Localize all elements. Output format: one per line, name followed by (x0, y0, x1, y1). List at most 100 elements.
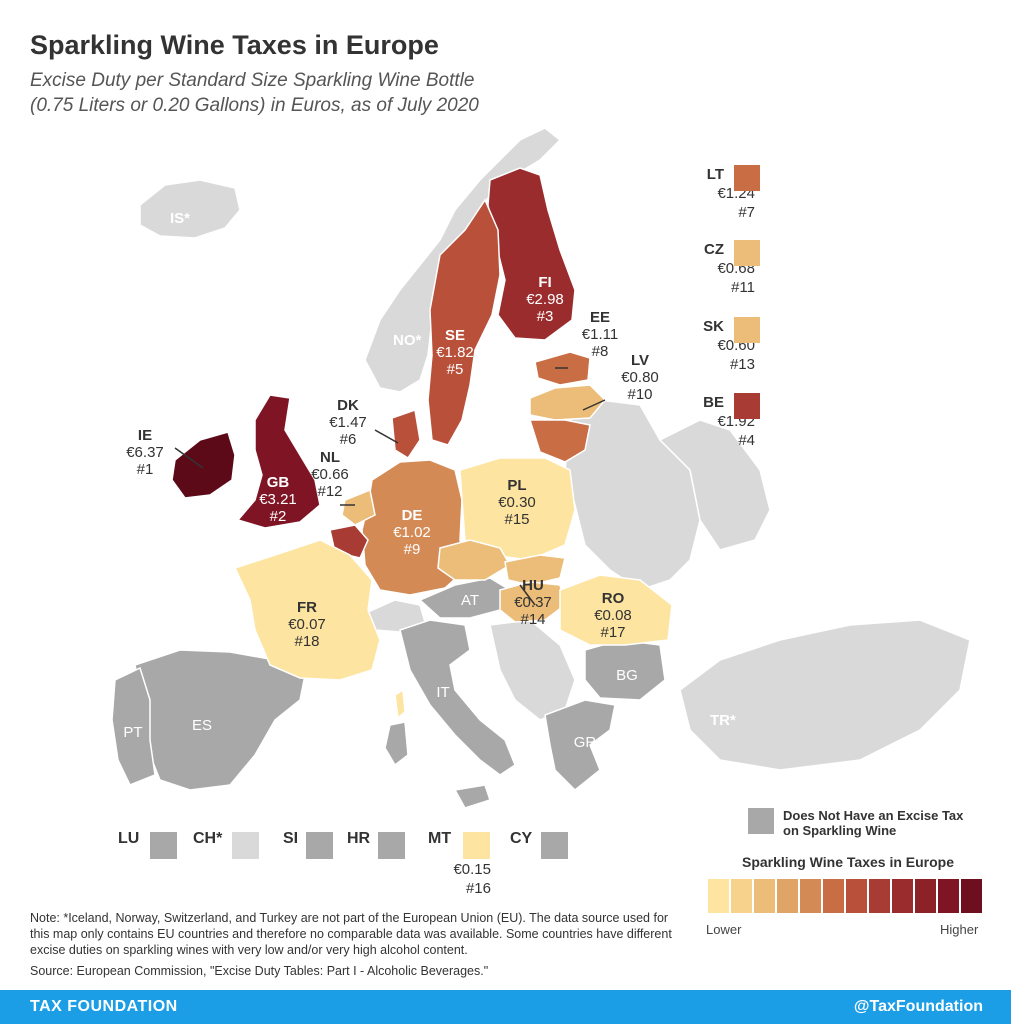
subtitle-line-1: Excise Duty per Standard Size Sparkling … (30, 70, 475, 91)
country-latvia (529, 384, 607, 421)
small-state-lu-box (150, 832, 177, 859)
svg-text:€1.47: €1.47 (329, 414, 367, 431)
small-state-si-label: SI (283, 830, 299, 847)
country-france (233, 539, 381, 681)
country-balkans (489, 619, 576, 721)
swatch-lt (734, 165, 760, 191)
legend-swatch (846, 879, 867, 913)
map-label-gb: GB €3.21 #2 (259, 474, 297, 525)
svg-text:#1: #1 (137, 461, 154, 478)
svg-text:#6: #6 (340, 431, 357, 448)
legend-swatch (892, 879, 913, 913)
map-label-dk: DK €1.47 #6 (329, 397, 367, 448)
small-state-lu-label: LU (118, 830, 140, 847)
svg-text:€0.37: €0.37 (514, 594, 552, 611)
svg-text:€2.98: €2.98 (526, 291, 564, 308)
swatch-cz (734, 240, 760, 266)
legend-no-tax-swatch (748, 808, 774, 834)
legend-swatch (800, 879, 821, 913)
country-portugal (111, 666, 156, 786)
map-no-tax-labels: AT IT ES PT BG GR (123, 592, 637, 751)
map-label-fi: FI €2.98 #3 (526, 274, 564, 325)
country-iceland (139, 179, 241, 239)
country-norway (364, 127, 562, 393)
label-no: NO* (393, 332, 422, 349)
legend-swatch (961, 879, 982, 913)
map-label-ee: EE €1.11 #8 (582, 309, 618, 360)
side-box-lt: LT €1.24 #7 (690, 165, 760, 222)
label-it: IT (436, 684, 449, 701)
country-sicily (453, 784, 491, 809)
map-label-ro: RO €0.08 #17 (594, 590, 632, 641)
country-russia-ukraine-belarus (564, 399, 701, 591)
country-turkey (679, 619, 971, 771)
footer-bar: TAX FOUNDATION @TaxFoundation (0, 990, 1011, 1024)
legend-high-label: Higher (940, 922, 979, 937)
legend-swatch (754, 879, 775, 913)
footnote: Note: *Iceland, Norway, Switzerland, and… (30, 911, 672, 957)
source-note: Source: European Commission, "Excise Dut… (30, 964, 489, 978)
svg-text:EE: EE (590, 309, 610, 326)
legend-swatch (869, 879, 890, 913)
country-greece (544, 699, 616, 792)
country-sweden (427, 198, 501, 446)
svg-text:#8: #8 (592, 343, 609, 360)
legend-swatch (708, 879, 729, 913)
leader-lv (582, 399, 606, 411)
svg-text:#12: #12 (317, 483, 342, 500)
label-bg: BG (616, 667, 638, 684)
country-czechia (437, 539, 512, 581)
subtitle-line-2: (0.75 Liters or 0.20 Gallons) in Euros, … (30, 95, 479, 116)
country-lithuania (528, 419, 591, 463)
country-netherlands (341, 488, 376, 526)
label-at: AT (461, 592, 479, 609)
swatch-sk (734, 317, 760, 343)
svg-text:#10: #10 (627, 386, 652, 403)
country-sardinia (384, 721, 409, 767)
footer-handle[interactable]: @TaxFoundation (853, 998, 983, 1015)
svg-text:FR: FR (297, 599, 317, 616)
country-corsica (394, 688, 406, 720)
country-romania (559, 574, 673, 646)
svg-text:DE: DE (402, 507, 423, 524)
footer-brand[interactable]: TAX FOUNDATION (30, 998, 178, 1015)
legend-no-tax-text: Does Not Have an Excise Tax on Sparkling… (783, 808, 964, 838)
svg-text:#2: #2 (270, 508, 287, 525)
small-state-hr-box (378, 832, 405, 859)
svg-text:#9: #9 (404, 541, 421, 558)
label-is: IS* (170, 210, 190, 227)
svg-text:HU: HU (522, 577, 544, 594)
svg-text:PL: PL (507, 477, 526, 494)
country-slovakia (504, 554, 566, 586)
side-box-sk: SK €0.60 #13 (690, 317, 760, 374)
svg-text:€6.37: €6.37 (126, 444, 164, 461)
page-subtitle: Excise Duty per Standard Size Sparkling … (30, 68, 479, 118)
country-denmark (391, 408, 421, 460)
svg-text:#18: #18 (294, 633, 319, 650)
svg-text:#17: #17 (600, 624, 625, 641)
svg-text:€0.80: €0.80 (621, 369, 659, 386)
country-poland (459, 457, 576, 561)
side-box-cz: CZ €0.68 #11 (690, 240, 760, 297)
europe-map: IS* NO* TR* IE €6.37 #1 GB €3.21 #2 FI €… (111, 127, 971, 809)
label-pt: PT (123, 724, 142, 741)
svg-text:#3: #3 (537, 308, 554, 325)
svg-text:NL: NL (320, 449, 340, 466)
country-spain (134, 649, 306, 791)
country-great-britain (236, 394, 321, 529)
svg-text:€0.08: €0.08 (594, 607, 632, 624)
country-finland (487, 167, 576, 341)
svg-text:#5: #5 (447, 361, 464, 378)
legend-swatch (915, 879, 936, 913)
svg-text:#14: #14 (520, 611, 545, 628)
svg-text:#15: #15 (504, 511, 529, 528)
svg-text:GB: GB (267, 474, 290, 491)
svg-text:€1.02: €1.02 (393, 524, 431, 541)
small-state-mt-box (463, 832, 490, 859)
svg-text:€0.07: €0.07 (288, 616, 326, 633)
map-label-ie: IE €6.37 #1 (126, 427, 164, 478)
map-label-fr: FR €0.07 #18 (288, 599, 326, 650)
leader-ie (174, 447, 204, 469)
svg-text:IE: IE (138, 427, 152, 444)
small-state-cy-box (541, 832, 568, 859)
